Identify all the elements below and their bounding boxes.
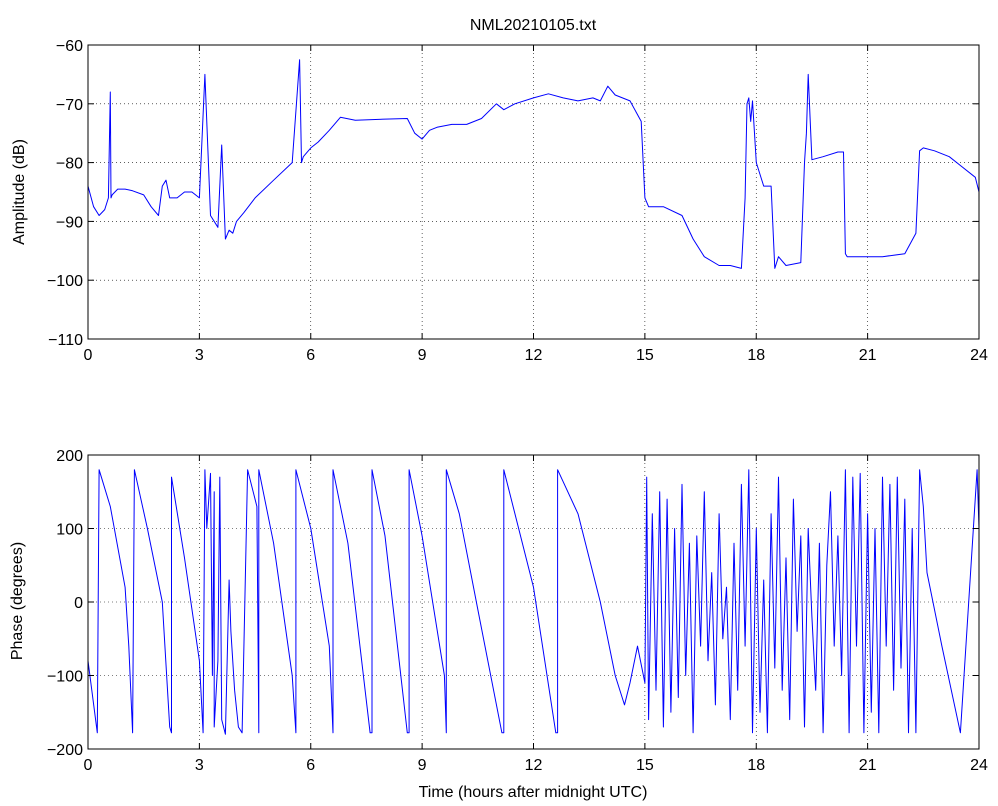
amplitude-y-axis-label: Amplitude (dB) bbox=[11, 139, 28, 245]
phase-x-tick-label: 21 bbox=[859, 757, 877, 774]
amplitude-y-tick-label: −110 bbox=[48, 332, 83, 349]
amplitude-x-tick-label: 0 bbox=[84, 347, 93, 364]
phase-x-tick-label: 18 bbox=[747, 757, 765, 774]
phase-x-tick-label: 6 bbox=[306, 757, 315, 774]
amplitude-x-tick-label: 21 bbox=[859, 347, 877, 364]
amplitude-x-tick-label: 12 bbox=[525, 347, 543, 364]
amplitude-x-tick-label: 9 bbox=[418, 347, 427, 364]
amplitude-x-tick-label: 18 bbox=[747, 347, 765, 364]
phase-y-tick-label: −100 bbox=[47, 669, 83, 686]
phase-x-axis-label: Time (hours after midnight UTC) bbox=[419, 784, 648, 801]
phase-x-tick-label: 3 bbox=[195, 757, 204, 774]
phase-y-tick-label: 0 bbox=[74, 595, 83, 612]
phase-x-tick-label: 9 bbox=[418, 757, 427, 774]
figure-title: NML20210105.txt bbox=[470, 17, 597, 34]
amplitude-y-tick-label: −100 bbox=[47, 273, 83, 290]
amplitude-x-tick-label: 3 bbox=[195, 347, 204, 364]
amplitude-x-tick-label: 6 bbox=[306, 347, 315, 364]
phase-y-tick-label: −200 bbox=[47, 742, 83, 759]
phase-series-line bbox=[88, 469, 979, 735]
phase-y-axis-label: Phase (degrees) bbox=[9, 542, 26, 660]
amplitude-plot: 0 3 6 9 12 15 18 21 24 −110 −100 −90 −80 −70 −60 bbox=[47, 38, 988, 364]
amplitude-x-tick-label: 24 bbox=[970, 347, 988, 364]
phase-x-tick-label: 0 bbox=[84, 757, 93, 774]
amplitude-y-tick-label: −70 bbox=[56, 97, 83, 114]
phase-plot: 0 3 6 9 12 15 18 21 24 −200 −100 0 100 200 bbox=[47, 448, 988, 774]
phase-x-tick-label: 12 bbox=[525, 757, 543, 774]
amplitude-y-tick-label: −90 bbox=[56, 214, 83, 231]
amplitude-series-line bbox=[88, 59, 979, 269]
phase-x-tick-label: 15 bbox=[636, 757, 654, 774]
phase-x-tick-label: 24 bbox=[970, 757, 988, 774]
amplitude-y-tick-label: −80 bbox=[56, 156, 83, 173]
amplitude-x-tick-label: 15 bbox=[636, 347, 654, 364]
phase-y-tick-label: 100 bbox=[56, 522, 83, 539]
amplitude-y-tick-label: −60 bbox=[56, 38, 83, 55]
phase-y-tick-label: 200 bbox=[56, 448, 83, 465]
